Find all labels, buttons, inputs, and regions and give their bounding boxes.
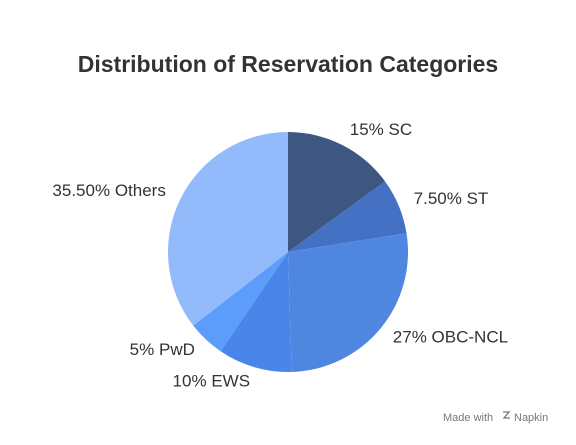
slice-value-label: 35.50% [52,182,110,201]
footer-prefix: Made with [443,412,493,424]
slice-label: 10% EWS [173,372,250,391]
footer-brand: Napkin [514,412,548,424]
slice-category: SC [389,120,413,139]
slice-category: EWS [211,372,250,391]
slice-value-label: 10% [173,372,207,391]
slice-label: 27% OBC-NCL [393,328,508,347]
slice-label: 7.50% ST [414,189,489,208]
slice-category: ST [467,189,489,208]
slice-category: Others [115,182,166,201]
napkin-icon [502,411,511,419]
slice-category: PwD [159,341,195,360]
pie-slice [167,132,288,326]
pie-slice [288,132,386,252]
chart-title: Distribution of Reservation Categories [78,51,498,77]
pie-slice [288,233,409,372]
slice-category: OBC-NCL [432,328,509,347]
pie-slice [193,252,288,352]
slice-label: 15% SC [350,120,412,139]
pie-slice [220,252,292,372]
slice-value-label: 5% [130,341,155,360]
slice-label: 35.50% Others [52,182,165,201]
slice-value-label: 27% [393,328,427,347]
slice-value-label: 7.50% [414,189,462,208]
pie-slice [288,181,407,252]
slice-label: 5% PwD [130,341,195,360]
slice-value-label: 15% [350,120,384,139]
